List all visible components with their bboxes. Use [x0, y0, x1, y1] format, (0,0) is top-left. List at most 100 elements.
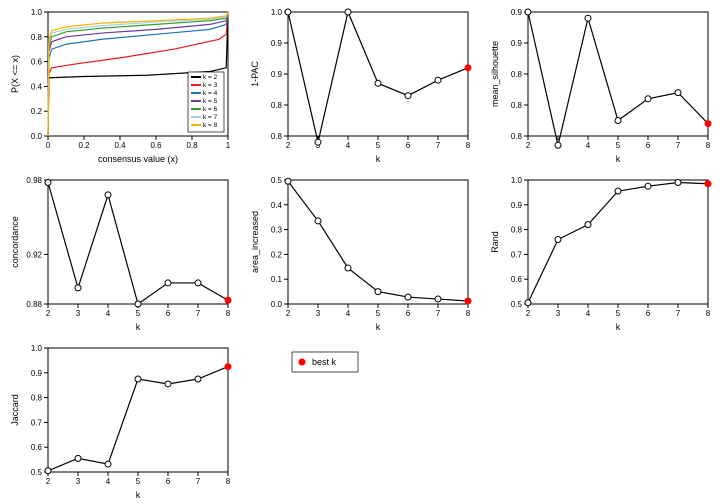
- svg-text:6: 6: [166, 477, 171, 486]
- data-point: [345, 265, 351, 271]
- svg-text:k: k: [616, 322, 621, 332]
- svg-text:0.6: 0.6: [511, 275, 523, 284]
- svg-text:7: 7: [196, 477, 201, 486]
- svg-text:5: 5: [376, 141, 381, 150]
- svg-text:0.8: 0.8: [31, 394, 43, 403]
- svg-text:0.92: 0.92: [26, 250, 42, 259]
- svg-text:6: 6: [646, 141, 651, 150]
- svg-text:0.6: 0.6: [31, 443, 43, 452]
- legend-item: k = 6: [203, 106, 218, 113]
- svg-text:k: k: [376, 154, 381, 164]
- best-k-point: [705, 181, 711, 187]
- svg-text:Rand: Rand: [490, 231, 500, 253]
- data-point: [405, 294, 411, 300]
- svg-text:6: 6: [406, 309, 411, 318]
- data-point: [525, 9, 531, 15]
- svg-text:5: 5: [376, 309, 381, 318]
- metric-panel-1-pac: 23456780.80.80.90.91.0k1-PAC: [240, 0, 480, 168]
- svg-text:7: 7: [676, 309, 681, 318]
- svg-text:0.9: 0.9: [31, 369, 43, 378]
- svg-text:0.5: 0.5: [511, 300, 523, 309]
- svg-text:1.0: 1.0: [31, 344, 43, 353]
- svg-text:0.0: 0.0: [271, 300, 283, 309]
- svg-text:0.8: 0.8: [31, 33, 43, 42]
- data-point: [165, 381, 171, 387]
- data-point: [675, 90, 681, 96]
- svg-text:0.4: 0.4: [114, 141, 126, 150]
- data-point: [165, 280, 171, 286]
- data-point: [195, 376, 201, 382]
- svg-text:mean_silhouette: mean_silhouette: [490, 41, 500, 107]
- svg-text:5: 5: [616, 141, 621, 150]
- svg-text:0.0: 0.0: [31, 132, 43, 141]
- data-point: [555, 142, 561, 148]
- data-point: [45, 179, 51, 185]
- data-point: [555, 237, 561, 243]
- svg-text:0: 0: [46, 141, 51, 150]
- metric-panel-rand: 23456780.50.60.70.80.91.0kRand: [480, 168, 720, 336]
- data-point: [675, 179, 681, 185]
- data-point: [585, 222, 591, 228]
- svg-text:8: 8: [706, 309, 711, 318]
- legend-item: k = 8: [203, 122, 218, 129]
- svg-text:7: 7: [436, 309, 441, 318]
- data-point: [345, 9, 351, 15]
- svg-text:1: 1: [226, 141, 231, 150]
- data-point: [195, 280, 201, 286]
- svg-text:k: k: [136, 322, 141, 332]
- best-k-legend-panel: best k: [240, 336, 480, 504]
- data-point: [285, 178, 291, 184]
- svg-text:4: 4: [586, 309, 591, 318]
- legend-item: k = 5: [203, 98, 218, 105]
- svg-text:0.7: 0.7: [511, 250, 523, 259]
- svg-text:0.8: 0.8: [271, 132, 283, 141]
- best-k-point: [225, 297, 231, 303]
- data-point: [75, 285, 81, 291]
- data-point: [75, 455, 81, 461]
- svg-text:8: 8: [226, 477, 231, 486]
- svg-text:0.2: 0.2: [271, 250, 283, 259]
- data-point: [135, 301, 141, 307]
- svg-text:P(X <= x): P(X <= x): [10, 55, 20, 93]
- best-k-point: [465, 298, 471, 304]
- data-point: [435, 296, 441, 302]
- svg-text:0.8: 0.8: [511, 70, 523, 79]
- svg-text:0.98: 0.98: [26, 176, 42, 185]
- svg-text:0.9: 0.9: [511, 8, 523, 17]
- svg-text:2: 2: [526, 309, 531, 318]
- svg-text:2: 2: [286, 309, 291, 318]
- svg-text:1.0: 1.0: [31, 8, 43, 17]
- svg-text:3: 3: [556, 309, 561, 318]
- svg-text:0.8: 0.8: [511, 226, 523, 235]
- svg-text:6: 6: [646, 309, 651, 318]
- data-point: [585, 15, 591, 21]
- svg-text:5: 5: [136, 309, 141, 318]
- svg-text:1.0: 1.0: [271, 8, 283, 17]
- svg-text:4: 4: [106, 309, 111, 318]
- svg-text:7: 7: [436, 141, 441, 150]
- data-point: [315, 139, 321, 145]
- svg-text:0.9: 0.9: [271, 39, 283, 48]
- svg-text:4: 4: [346, 141, 351, 150]
- data-point: [285, 9, 291, 15]
- svg-text:6: 6: [406, 141, 411, 150]
- data-point: [375, 80, 381, 86]
- svg-text:k: k: [136, 490, 141, 500]
- svg-text:0.6: 0.6: [150, 141, 162, 150]
- legend-item: k = 2: [203, 74, 218, 81]
- svg-text:2: 2: [526, 141, 531, 150]
- svg-text:0.5: 0.5: [31, 468, 43, 477]
- data-point: [375, 289, 381, 295]
- svg-text:0.9: 0.9: [511, 39, 523, 48]
- svg-text:5: 5: [136, 477, 141, 486]
- svg-text:3: 3: [76, 309, 81, 318]
- svg-text:7: 7: [196, 309, 201, 318]
- data-point: [435, 77, 441, 83]
- data-point: [45, 468, 51, 474]
- metric-panel-concordance: 23456780.880.920.98kconcordance: [0, 168, 240, 336]
- best-k-icon: [299, 359, 305, 365]
- svg-text:0.4: 0.4: [271, 201, 283, 210]
- svg-text:0.2: 0.2: [31, 107, 43, 116]
- data-point: [645, 183, 651, 189]
- legend-item: k = 3: [203, 82, 218, 89]
